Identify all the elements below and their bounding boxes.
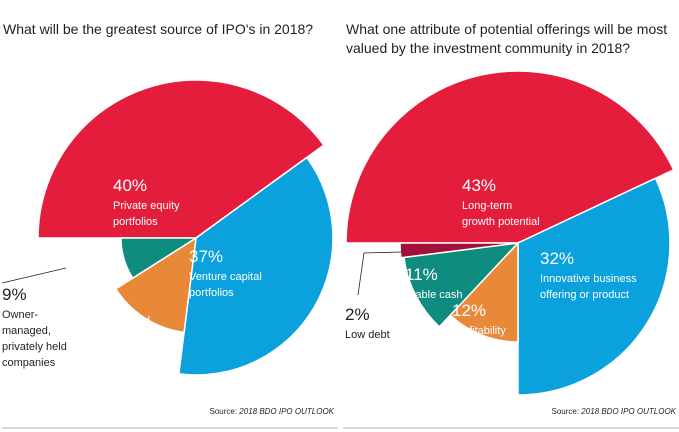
category-label-spinoffs-and-divestitures: divestitures	[89, 331, 145, 343]
category-label-owner-managed-privately-held-companies: managed,	[2, 325, 51, 337]
category-label-owner-managed-privately-held-companies: privately held	[2, 341, 67, 353]
category-label-owner-managed-privately-held-companies: Owner-	[2, 309, 38, 321]
slice-profitability	[449, 241, 519, 343]
category-label-low-debt: Low debt	[345, 329, 390, 341]
pct-label-owner-managed-privately-held-companies: 9%	[2, 285, 27, 304]
pct-label-long-term-growth-potential: 43%	[462, 176, 496, 195]
slice-long-term-growth-potential	[345, 70, 675, 244]
slice-private-equity-portfolios	[37, 79, 325, 239]
category-label-private-equity-portfolios: portfolios	[113, 216, 158, 228]
pct-label-innovative-business-offering-or-product: 32%	[540, 249, 574, 268]
leader-line-owner-managed-privately-held-companies	[1, 267, 67, 284]
pie-labels: 43% Long-term growth potential 32% Innovativ…	[345, 176, 637, 341]
chart-valued-attributes: What one attribute of potential offering…	[343, 21, 679, 429]
slice-innovative-business-offering-or-product	[517, 177, 671, 396]
slice-venture-capital-portfolios	[177, 156, 334, 376]
chart-title: What will be the greatest source of IPO'…	[3, 21, 313, 37]
category-label-stable-cash-flow: flow	[405, 305, 425, 317]
category-label-long-term-growth-potential: growth potential	[462, 216, 540, 228]
pct-label-stable-cash-flow: 11%	[405, 265, 438, 284]
category-label-innovative-business-offering-or-product: Innovative business	[540, 273, 637, 285]
chart-title-line-2: valued by the investment community in 20…	[346, 40, 630, 56]
category-label-stable-cash-flow: Stable cash	[405, 289, 462, 301]
chart-ipo-sources: What will be the greatest source of IPO'…	[1, 21, 338, 429]
source-italic: 2018 BDO IPO OUTLOOK	[580, 407, 676, 416]
pct-label-low-debt: 2%	[345, 305, 370, 324]
source-note: Source: 2018 BDO IPO OUTLOOK	[209, 407, 334, 416]
pct-label-venture-capital-portfolios: 37%	[189, 247, 223, 266]
slice-low-debt	[399, 242, 519, 259]
source-note: Source: 2018 BDO IPO OUTLOOK	[551, 407, 676, 416]
slice-stable-cash-flow	[403, 241, 520, 328]
leader-line-low-debt	[357, 251, 403, 296]
source-prefix: Source:	[209, 407, 237, 416]
category-label-profitability: Profitability	[452, 325, 506, 337]
category-label-long-term-growth-potential: Long-term	[462, 200, 512, 212]
pct-label-profitability: 12%	[452, 301, 486, 320]
pie-labels: 40% Private equity portfolios 37% Venture ca…	[1, 176, 262, 369]
pct-label-spinoffs-and-divestitures: 14%	[89, 291, 123, 310]
chart-title: What one attribute of potential offering…	[346, 21, 671, 56]
category-label-private-equity-portfolios: Private equity	[113, 200, 180, 212]
source-italic: 2018 BDO IPO OUTLOOK	[238, 407, 334, 416]
category-label-spinoffs-and-divestitures: Spinoffs and	[89, 315, 150, 327]
category-label-innovative-business-offering-or-product: offering or product	[540, 289, 629, 301]
slice-spinoffs-and-divestitures	[114, 236, 197, 334]
pie-slices	[37, 79, 334, 376]
source-prefix: Source:	[551, 407, 579, 416]
pct-label-private-equity-portfolios: 40%	[113, 176, 147, 195]
category-label-venture-capital-portfolios: portfolios	[189, 287, 234, 299]
category-label-owner-managed-privately-held-companies: companies	[2, 357, 56, 369]
slice-owner-managed-privately-held-companies	[120, 237, 199, 280]
pie-slices	[345, 70, 675, 396]
category-label-venture-capital-portfolios: Venture capital	[189, 271, 262, 283]
chart-title-line-1: What one attribute of potential offering…	[346, 21, 667, 37]
